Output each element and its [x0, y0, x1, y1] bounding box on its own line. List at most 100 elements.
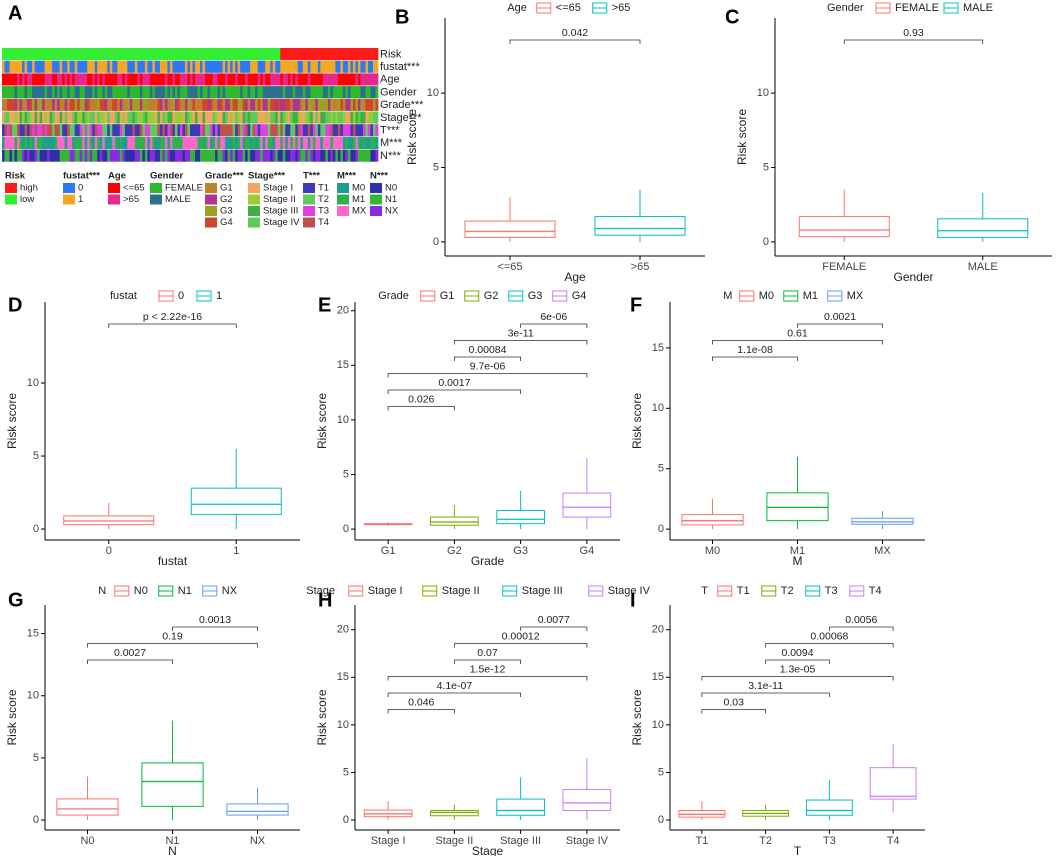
heatmap-cell	[119, 124, 123, 137]
heatmap-cell	[210, 98, 213, 111]
heatmap-cell	[77, 60, 81, 73]
heatmap-cell	[267, 98, 271, 111]
heatmap-cell	[92, 73, 96, 86]
heatmap-cell	[64, 48, 68, 61]
x-tick-label: Stage III	[500, 835, 541, 847]
heatmap-cell	[202, 73, 206, 86]
heatmap-cell	[154, 124, 158, 137]
p-value: 0.0017	[438, 377, 470, 389]
heatmap-cell	[217, 124, 221, 137]
heatmap-cell	[285, 149, 289, 162]
heatmap-cell	[225, 136, 228, 149]
heatmap-cell	[167, 86, 171, 99]
heatmap-row	[2, 60, 379, 73]
heatmap-cell	[225, 124, 228, 137]
heatmap-cell	[74, 86, 78, 99]
heatmap-cell	[362, 149, 366, 162]
heatmap-cell	[39, 73, 43, 86]
heatmap-cell	[84, 48, 88, 61]
heatmap-cell	[267, 111, 271, 124]
heatmap-cell	[127, 136, 131, 149]
heatmap-cell	[197, 48, 201, 61]
legend-label: FEMALE	[895, 2, 939, 14]
heatmap-cell	[27, 136, 30, 149]
heatmap-cell	[260, 60, 264, 73]
heatmap-cell	[114, 111, 118, 124]
heatmap-cell	[365, 48, 369, 61]
heatmap-cell	[242, 60, 246, 73]
heatmap-cell	[375, 149, 379, 162]
heatmap-cell	[112, 136, 116, 149]
heatmap-cell	[44, 73, 48, 86]
heatmap-cell	[19, 60, 23, 73]
heatmap-cell	[127, 73, 131, 86]
heatmap-cell	[245, 149, 249, 162]
heatmap-cell	[59, 73, 63, 86]
heatmap-cell	[149, 136, 153, 149]
heatmap-cell	[179, 98, 183, 111]
heatmap-cell	[62, 136, 66, 149]
heatmap-cell	[109, 136, 113, 149]
heatmap-cell	[12, 86, 15, 99]
heatmap-cell	[335, 60, 339, 73]
heatmap-cell	[114, 73, 118, 86]
heatmap-cell	[190, 60, 193, 73]
heatmap-cell	[137, 48, 141, 61]
p-value: 0.0077	[538, 614, 570, 626]
heatmap-cell	[360, 73, 364, 86]
heatmap-cell	[159, 149, 163, 162]
heatmap-cell	[192, 124, 196, 137]
heatmap-cell	[109, 48, 113, 61]
heatmap-cell	[247, 48, 251, 61]
heatmap-cell	[232, 149, 236, 162]
heatmap-cell	[280, 73, 284, 86]
y-axis-label: Risk score	[315, 689, 329, 745]
heatmap-cell	[280, 111, 284, 124]
heatmap-cell	[305, 86, 309, 99]
comparison-bracket	[712, 340, 883, 345]
box	[63, 515, 155, 526]
x-axis-label: fustat	[158, 554, 188, 568]
heatmap-cell	[370, 73, 374, 86]
heatmap-cell	[360, 149, 364, 162]
heatmap-cell	[119, 86, 123, 99]
box	[681, 514, 744, 526]
heatmap-cell	[84, 86, 88, 99]
heatmap-cell	[287, 73, 291, 86]
heatmap-cell	[352, 60, 356, 73]
legend-title: N	[98, 585, 106, 597]
heatmap-cell	[52, 60, 56, 73]
heatmap-cell	[340, 60, 344, 73]
heatmap-cell	[164, 98, 168, 111]
legend-label: T1	[318, 183, 329, 194]
heatmap-cell	[357, 111, 361, 124]
box	[226, 803, 289, 816]
heatmap-cell	[34, 48, 38, 61]
heatmap-cell	[235, 73, 239, 86]
heatmap-cell	[82, 86, 86, 99]
heatmap-cell	[230, 73, 234, 86]
heatmap-cell	[370, 124, 374, 137]
heatmap-cell	[195, 48, 198, 61]
heatmap-cell	[167, 149, 171, 162]
heatmap-cell	[335, 73, 339, 86]
heatmap-cell	[139, 111, 143, 124]
p-value: 0.03	[724, 696, 745, 708]
heatmap-cell	[159, 124, 163, 137]
comparison-bracket	[509, 39, 641, 44]
heatmap-cell	[355, 136, 359, 149]
heatmap-cell	[107, 136, 111, 149]
heatmap-cell	[207, 111, 211, 124]
heatmap-cell	[52, 149, 56, 162]
heatmap-cell	[77, 73, 81, 86]
heatmap-cell	[134, 98, 138, 111]
comparison-bracket	[453, 356, 522, 361]
heatmap-cell	[262, 136, 266, 149]
heatmap-cell	[295, 136, 299, 149]
heatmap-cell	[144, 111, 148, 124]
heatmap-cell	[292, 111, 296, 124]
row-label: Gender	[380, 86, 417, 98]
heatmap-cell	[330, 73, 334, 86]
heatmap-cell	[287, 98, 291, 111]
legend-label: high	[20, 183, 38, 194]
